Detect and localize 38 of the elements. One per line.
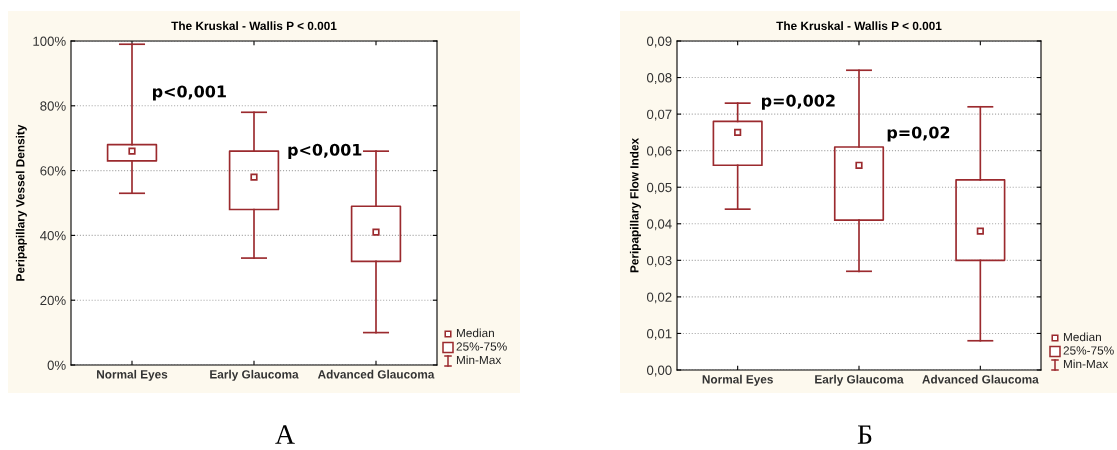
text: Min-Max bbox=[456, 355, 502, 365]
y-axis-title: Peripapillary Vessel Density bbox=[15, 124, 27, 281]
y-tick-label: 0% bbox=[47, 360, 66, 370]
y-tick-label: 80% bbox=[40, 101, 66, 111]
x-tick-label: Normal Eyes bbox=[97, 369, 168, 381]
y-axis-title: Peripapillary Flow Index bbox=[629, 138, 641, 273]
x-tick-label: Advanced Glaucoma bbox=[317, 369, 435, 379]
y-tick-label: 0,03 bbox=[646, 255, 672, 267]
x-tick-label: Early Glaucoma bbox=[210, 369, 299, 381]
y-tick-label: 0,01 bbox=[646, 329, 672, 340]
y-tick-label: 40% bbox=[40, 230, 66, 241]
y-tick-label: 100% bbox=[33, 36, 66, 46]
y-tick-label: 0,07 bbox=[646, 109, 672, 121]
text: Median bbox=[456, 328, 494, 338]
x-tick-label: Normal Eyes bbox=[702, 374, 773, 386]
y-tick-label: 0,04 bbox=[646, 219, 672, 231]
y-tick-label: 60% bbox=[40, 166, 66, 176]
text: 25%-75% bbox=[1063, 346, 1114, 355]
text: Б bbox=[857, 425, 872, 444]
x-tick-label: Early Glaucoma bbox=[815, 374, 904, 386]
text: Median bbox=[1063, 332, 1101, 342]
text: Min-Max bbox=[1063, 359, 1109, 369]
annotation: p=0,02 bbox=[887, 126, 950, 142]
annotation: p<0,001 bbox=[288, 143, 362, 159]
text: 25%-75% bbox=[456, 342, 507, 351]
y-tick-label: 0,00 bbox=[646, 365, 672, 377]
y-tick-label: 0,09 bbox=[646, 36, 672, 48]
y-tick-label: 0,06 bbox=[646, 146, 672, 158]
chart-title: The Kruskal - Wallis P < 0.001 bbox=[776, 21, 942, 31]
text: А bbox=[275, 425, 295, 444]
y-tick-label: 0,08 bbox=[646, 73, 672, 85]
annotation: p<0,001 bbox=[153, 85, 226, 101]
y-tick-label: 20% bbox=[40, 295, 66, 306]
y-tick-label: 0,05 bbox=[646, 182, 672, 194]
x-tick-label: Advanced Glaucoma bbox=[922, 374, 1039, 384]
chart-title: The Kruskal - Wallis P < 0.001 bbox=[171, 21, 337, 31]
annotation: p=0,002 bbox=[762, 94, 835, 110]
y-tick-label: 0,02 bbox=[646, 292, 672, 304]
